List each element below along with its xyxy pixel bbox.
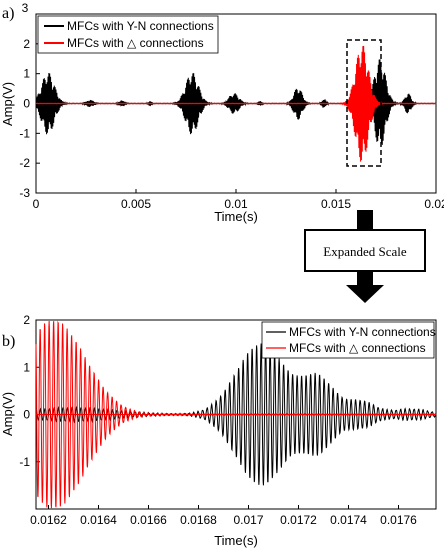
y-tick-label: 0 <box>23 408 30 422</box>
arrow-label-box <box>304 229 426 272</box>
panel-a-legend-yn: MFCs with Y-N connections <box>67 19 214 33</box>
x-tick-label: 0 <box>33 197 40 211</box>
y-tick-label: 2 <box>23 37 30 51</box>
x-tick-label: 0.0166 <box>130 513 167 527</box>
panel-a-legend: MFCs with Y-N connections MFCs with △ co… <box>37 15 219 54</box>
x-tick-label: 0.0168 <box>180 513 217 527</box>
panel-b-x-ticks: 0.0162 0.0164 0.0166 0.0168 0.017 0.0172 0.017… <box>30 505 417 527</box>
x-tick-label: 0.017 <box>233 513 263 527</box>
panel-a-ylabel: Amp(V) <box>0 82 15 126</box>
panel-a-series <box>35 45 437 162</box>
panel-b-legend: MFCs with Y-N connections MFCs with △ co… <box>261 321 436 359</box>
panel-a-label: a) <box>2 5 14 22</box>
panel-a: a) 3 -3 -2 -1 0 1 2 0 0.005 0.01 0.015 0.02 Time(… <box>0 1 444 224</box>
y-tick-label: -1 <box>19 455 30 469</box>
x-tick-label: 0.0164 <box>80 513 117 527</box>
panel-a-y-top-tick: 3 <box>22 1 29 15</box>
panel-b-ylabel: Amp(V) <box>0 392 15 436</box>
arrow-shaft-bottom <box>357 271 373 285</box>
panel-a-legend-delta: MFCs with △ connections <box>67 36 204 50</box>
x-tick-label: 0.01 <box>224 197 248 211</box>
panel-a-xlabel: Time(s) <box>214 209 258 224</box>
panel-b-xlabel: Time(s) <box>214 533 258 548</box>
zoom-region-box <box>346 39 382 167</box>
panel-b-label: b) <box>2 333 15 350</box>
y-tick-label: 1 <box>23 360 30 374</box>
panel-a-legend-box <box>37 15 219 54</box>
arrow-head <box>346 285 384 303</box>
panel-b-legend-yn: MFCs with Y-N connections <box>289 325 436 339</box>
y-tick-label: 2 <box>23 313 30 327</box>
y-tick-label: 0 <box>23 97 30 111</box>
panel-a-x-ticks: 0 0.005 0.01 0.015 0.02 <box>33 189 444 211</box>
x-tick-label: 0.0176 <box>380 513 417 527</box>
expanded-scale-arrow: Expanded Scale <box>304 210 426 303</box>
x-tick-label: 0.0174 <box>330 513 367 527</box>
y-tick-label: -2 <box>19 156 30 170</box>
panel-a-y-ticks: -3 -2 -1 0 1 2 <box>19 37 40 200</box>
panel-b-legend-delta: MFCs with △ connections <box>289 341 426 355</box>
y-tick-label: -1 <box>19 126 30 140</box>
y-tick-label: -3 <box>19 186 30 200</box>
x-tick-label: 0.0172 <box>280 513 317 527</box>
arrow-label: Expanded Scale <box>323 244 407 259</box>
x-tick-label: 0.0162 <box>30 513 67 527</box>
arrow-shaft-top <box>357 210 373 230</box>
x-tick-label: 0.02 <box>424 197 444 211</box>
y-tick-label: 1 <box>23 67 30 81</box>
x-tick-label: 0.005 <box>121 197 151 211</box>
panel-b-legend-box <box>261 321 435 359</box>
x-tick-label: 0.015 <box>321 197 351 211</box>
panel-b-series <box>35 320 437 509</box>
series-line-yn <box>35 343 437 486</box>
